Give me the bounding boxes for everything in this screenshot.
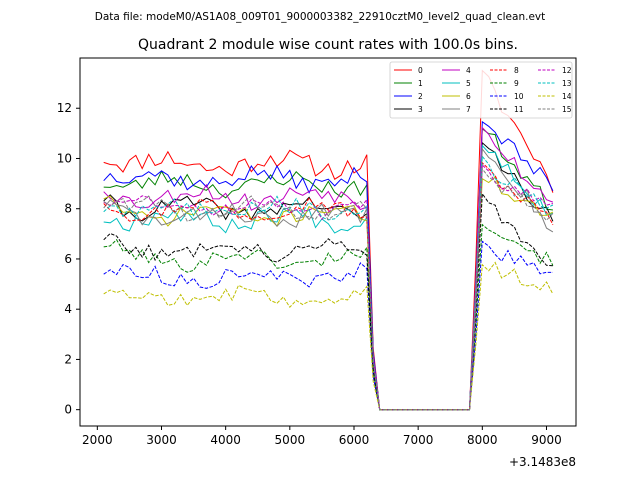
legend-label-3: 3 [418, 105, 423, 114]
series-line-8 [103, 161, 554, 411]
y-tick-label: 0 [64, 403, 72, 417]
y-tick-label: 8 [64, 202, 72, 216]
axes-frame [79, 57, 577, 427]
legend-label-0: 0 [418, 66, 423, 75]
x-tick-label: 3000 [146, 433, 177, 447]
legend-label-10: 10 [514, 92, 524, 101]
y-tick-label: 10 [57, 151, 72, 165]
x-tick-label: 8000 [467, 433, 498, 447]
series-line-10 [103, 240, 553, 411]
series-line-3 [103, 141, 554, 411]
x-tick-label: 2000 [82, 433, 113, 447]
plot-area [79, 57, 577, 427]
series-line-9 [103, 223, 554, 411]
legend-label-1: 1 [418, 79, 423, 88]
legend-label-8: 8 [514, 66, 519, 75]
series-line-0 [103, 69, 554, 411]
legend-label-7: 7 [466, 105, 471, 114]
legend-label-9: 9 [514, 79, 519, 88]
series-line-1 [103, 127, 553, 411]
x-axis-ticks: 2000 3000 4000 5000 6000 7000 8000 9000 [82, 426, 562, 447]
legend-label-4: 4 [466, 66, 471, 75]
y-tick-label: 6 [64, 252, 72, 266]
series-line-15 [103, 167, 554, 411]
x-tick-label: 7000 [403, 433, 434, 447]
series-line-13 [103, 155, 554, 411]
legend-label-5: 5 [466, 79, 471, 88]
legend-box [389, 61, 573, 119]
series-line-4 [103, 126, 554, 411]
legend-label-6: 6 [466, 92, 471, 101]
legend-label-12: 12 [562, 66, 572, 75]
x-tick-label: 6000 [339, 433, 370, 447]
series-line-7 [103, 147, 554, 411]
legend-label-13: 13 [562, 79, 572, 88]
legend-label-15: 15 [562, 105, 572, 114]
legend-label-14: 14 [562, 92, 572, 101]
x-tick-label: 5000 [275, 433, 306, 447]
chart-title: Quadrant 2 module wise count rates with … [138, 37, 518, 53]
y-tick-label: 4 [64, 302, 72, 316]
x-axis-offset-label: +3.1483e8 [509, 455, 576, 469]
x-tick-label: 4000 [210, 433, 241, 447]
legend-label-2: 2 [418, 92, 423, 101]
legend-label-11: 11 [514, 105, 524, 114]
series-line-14 [103, 261, 554, 411]
y-tick-label: 2 [64, 352, 72, 366]
series-line-11 [103, 192, 553, 411]
series-layer [103, 69, 554, 411]
suptitle: Data file: modeM0/AS1A08_009T01_90000033… [95, 11, 546, 23]
series-line-5 [103, 144, 554, 411]
y-tick-label: 12 [57, 101, 72, 115]
y-axis-ticks: 0 2 4 6 8 10 12 [57, 101, 80, 417]
x-tick-label: 9000 [531, 433, 562, 447]
